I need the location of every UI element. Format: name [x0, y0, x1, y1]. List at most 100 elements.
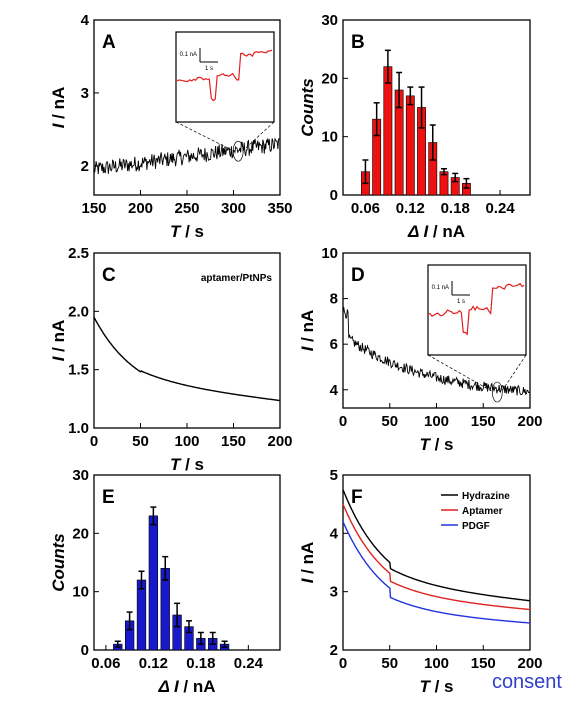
- y-tick-label: 20: [72, 525, 89, 542]
- y-tick-label: 10: [321, 245, 338, 262]
- legend-label: Aptamer: [462, 506, 503, 517]
- y-axis-title: Counts: [298, 78, 317, 137]
- x-tick-label: 300: [221, 200, 246, 217]
- x-tick-label: 0.24: [234, 655, 264, 672]
- x-tick-label: 0.18: [441, 200, 470, 217]
- x-tick-label: 0.06: [351, 200, 380, 217]
- y-tick-label: 2: [81, 158, 89, 175]
- zoom-connector: [500, 354, 527, 393]
- y-tick-label: 8: [330, 291, 338, 308]
- y-tick-label: 30: [321, 12, 338, 29]
- panel-d: 0 50 100 150 200 4 6 8 10 T / s I / nA D 0.1 nA 1 s: [298, 245, 543, 454]
- x-axis-title: T / s: [170, 455, 204, 474]
- panel-letter: B: [351, 32, 365, 53]
- x-tick-label: 200: [517, 413, 542, 430]
- inset-scale-y-label: 0.1 nA: [432, 285, 449, 291]
- x-tick-label: 50: [132, 433, 149, 450]
- x-tick-label: 0.06: [91, 655, 120, 672]
- panel-letter: F: [351, 487, 363, 508]
- y-axis-title: I / nA: [49, 320, 68, 362]
- x-tick-label: 100: [424, 413, 449, 430]
- y-tick-label: 5: [330, 467, 338, 484]
- y-tick-label: 2.5: [68, 245, 89, 262]
- zoom-connector: [175, 121, 235, 152]
- y-tick-label: 3: [81, 85, 89, 102]
- inset-scale-x-label: 1 s: [457, 299, 465, 305]
- x-tick-label: 200: [267, 433, 292, 450]
- x-axis-title: Δ I / nA: [407, 222, 465, 241]
- series-line: [342, 307, 531, 396]
- series-line: [342, 489, 530, 602]
- x-tick-label: 350: [267, 200, 292, 217]
- x-tick-label: 150: [471, 413, 496, 430]
- y-tick-label: 4: [81, 12, 90, 29]
- y-tick-label: 3: [330, 584, 338, 601]
- footer-text: consent: [491, 671, 562, 693]
- x-tick-label: 150: [221, 433, 246, 450]
- y-tick-label: 2.0: [68, 303, 89, 320]
- inset-scale-y-label: 0.1 nA: [180, 52, 197, 58]
- panel-c: 0 50 100 150 200 1.0 1.5 2.0 2.5 T / s I / nA C apta…: [49, 245, 293, 474]
- x-tick-label: 150: [81, 200, 106, 217]
- x-tick-label: 0.18: [186, 655, 215, 672]
- inset-box: [427, 264, 527, 356]
- y-tick-label: 30: [72, 467, 89, 484]
- series-line: [93, 316, 281, 402]
- x-tick-label: 0: [90, 433, 98, 450]
- inset-scale-x-label: 1 s: [205, 66, 213, 72]
- zoom-connector: [241, 121, 275, 152]
- panel-e: 0.06 0.12 0.18 0.24 0 10 20 30 Δ I / nA Counts E: [49, 467, 281, 696]
- y-tick-label: 4: [330, 525, 339, 542]
- zoom-connector: [427, 354, 494, 393]
- panel-b: 0.06 0.12 0.18 0.24 0 10 20 30 Δ I / nA Counts B: [298, 12, 531, 241]
- y-axis-title: I / nA: [49, 87, 68, 129]
- x-tick-label: 200: [517, 655, 542, 672]
- y-tick-label: 4: [330, 382, 339, 399]
- plot-frame: [93, 474, 281, 651]
- y-tick-label: 20: [321, 70, 338, 87]
- x-tick-label: 0.12: [396, 200, 425, 217]
- x-tick-label: 0.24: [485, 200, 515, 217]
- inset-trace: [175, 49, 273, 102]
- y-axis-title: I / nA: [298, 310, 317, 352]
- bar: [383, 66, 393, 196]
- legend-label: PDGF: [462, 521, 490, 532]
- x-tick-label: 100: [174, 433, 199, 450]
- y-tick-label: 6: [330, 336, 338, 353]
- y-tick-label: 1.0: [68, 420, 89, 437]
- x-axis-title: T / s: [419, 435, 453, 454]
- y-axis-title: I / nA: [298, 542, 317, 584]
- x-tick-label: 0: [339, 413, 347, 430]
- zoom-ellipse: [232, 140, 244, 162]
- panel-letter: A: [102, 32, 116, 53]
- series-line: [342, 521, 531, 624]
- panel-a: 150 200 250 300 350 2 3 4 T / s I / nA A 0.1 nA 1 s: [49, 12, 293, 241]
- legend-label: aptamer/PtNPs: [201, 273, 273, 284]
- legend-label: Hydrazine: [462, 491, 510, 502]
- x-tick-label: 200: [128, 200, 153, 217]
- inset-box: [175, 31, 275, 123]
- y-axis-title: Counts: [49, 533, 68, 592]
- x-tick-label: 100: [424, 655, 449, 672]
- series-line: [93, 137, 281, 175]
- bar: [136, 579, 147, 651]
- bar: [405, 95, 415, 196]
- y-tick-label: 1.5: [68, 362, 89, 379]
- bar: [148, 515, 159, 651]
- zoom-ellipse: [491, 381, 503, 403]
- y-tick-label: 0: [81, 642, 89, 659]
- x-axis-title: T / s: [419, 677, 453, 696]
- x-axis-title: Δ I / nA: [157, 677, 215, 696]
- x-tick-label: 50: [381, 655, 398, 672]
- y-tick-label: 0: [330, 187, 338, 204]
- x-tick-label: 150: [471, 655, 496, 672]
- x-tick-label: 0.12: [139, 655, 168, 672]
- panel-letter: D: [351, 265, 365, 286]
- inset-trace: [427, 282, 525, 336]
- x-tick-label: 250: [174, 200, 199, 217]
- x-axis-title: T / s: [170, 222, 204, 241]
- x-tick-label: 0: [339, 655, 347, 672]
- y-tick-label: 2: [330, 642, 338, 659]
- y-tick-label: 10: [321, 129, 338, 146]
